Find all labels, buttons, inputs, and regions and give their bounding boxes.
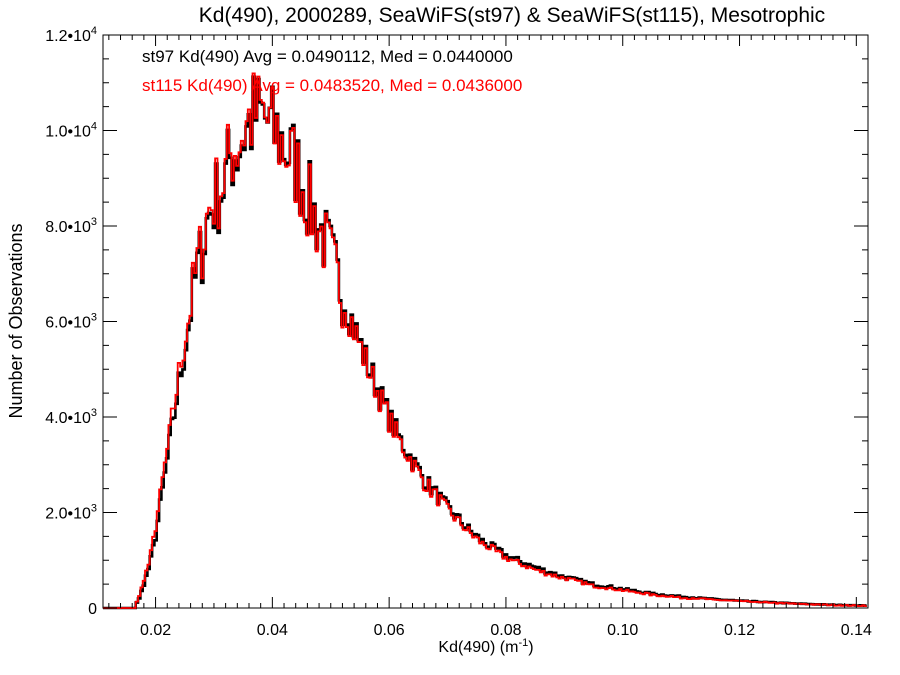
y-tick-label: 2.0•103: [45, 503, 97, 523]
annotation-st115: st115 Kd(490) Avg = 0.0483520, Med = 0.0…: [142, 76, 522, 95]
x-tick-label: 0.10: [607, 622, 638, 639]
x-axis-label-sup: -1: [518, 637, 528, 649]
chart-title: Kd(490), 2000289, SeaWiFS(st97) & SeaWiF…: [199, 4, 825, 27]
annotation-st97: st97 Kd(490) Avg = 0.0490112, Med = 0.04…: [142, 47, 513, 66]
y-axis-label: Number of Observations: [6, 223, 26, 418]
series-layer: [103, 72, 867, 610]
x-axis-label: Kd(490) (m-1): [438, 637, 533, 656]
x-tick-label: 0.14: [841, 622, 872, 639]
series-st115-line: [103, 72, 867, 609]
x-tick-label: 0.06: [374, 622, 405, 639]
y-tick-label: 4.0•103: [45, 407, 97, 427]
x-tick-label: 0.02: [140, 622, 171, 639]
x-tick-label: 0.08: [490, 622, 521, 639]
y-tick-label: 6.0•103: [45, 312, 97, 332]
y-tick-label: 0: [88, 601, 97, 618]
series-st97-line: [103, 75, 867, 610]
y-tick-label: 1.2•104: [45, 25, 97, 45]
y-tick-label: 1.0•104: [45, 121, 97, 141]
y-tick-label: 8.0•103: [45, 216, 97, 236]
x-tick-label: 0.04: [257, 622, 288, 639]
plot-frame: [102, 34, 869, 609]
x-axis-label-close: ): [528, 639, 533, 656]
x-axis-label-text: Kd(490) (m: [438, 639, 518, 656]
axis-ticks: 0.02 0.04 0.06 0.08 0.10 0.12 0.14 0 2.0•103 4.0•…: [45, 25, 872, 639]
x-tick-label: 0.12: [724, 622, 755, 639]
